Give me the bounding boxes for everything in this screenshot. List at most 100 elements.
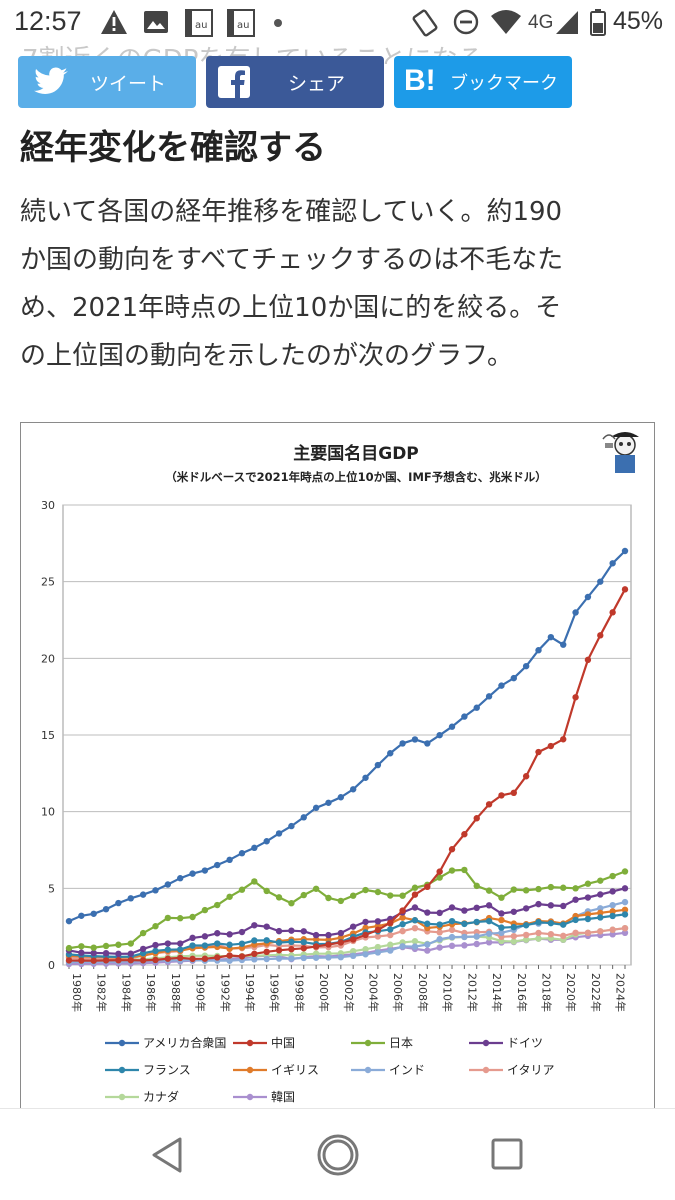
data-point [448,904,456,911]
legend-label: 日本 [389,1036,413,1050]
home-button[interactable] [316,1133,360,1181]
data-point [152,941,159,949]
data-point [473,704,480,711]
data-point [300,814,307,821]
data-point [609,872,616,880]
data-point [424,909,431,916]
series-line [68,868,626,950]
data-point [251,950,258,958]
data-point [214,901,221,909]
data-point [387,919,394,927]
data-point [115,950,122,958]
data-point [263,955,270,963]
data-point [189,934,196,942]
data-point [102,942,110,950]
data-point [263,838,270,845]
data-point [436,868,443,875]
data-point [510,886,517,893]
data-point [597,905,604,912]
data-point [597,891,604,898]
data-point [609,560,616,567]
data-point [90,957,97,964]
x-tick-label: 1984年 [119,973,133,1012]
data-point [560,932,567,940]
data-point [275,830,283,837]
data-point [78,949,85,956]
data-point [325,954,332,961]
legend-label: イタリア [507,1063,555,1077]
data-point [226,856,233,864]
data-point [621,906,629,913]
twitter-share-button[interactable]: ツイート [18,56,196,108]
legend-label: カナダ [143,1089,179,1104]
data-point [300,954,307,962]
data-point [90,949,97,957]
data-point [597,632,604,639]
data-point [522,887,530,894]
data-point [164,914,172,922]
status-bar: 12:57 au au 4G 45% [0,0,675,46]
series-中国 [65,586,629,964]
data-point [424,947,431,954]
data-point [572,916,579,924]
legend-item: 韓国 [233,1090,295,1104]
legend-label: イギリス [271,1063,319,1077]
data-point [424,920,431,927]
x-tick-label: 1996年 [268,973,282,1012]
data-point [362,924,369,932]
data-point [399,927,406,935]
facebook-share-button[interactable]: シェア [206,56,384,108]
data-point [201,867,209,874]
data-point [436,921,443,928]
data-point [201,942,209,949]
x-tick-label: 2012年 [465,973,479,1012]
data-point [572,609,579,616]
data-point [411,736,419,743]
data-point [152,923,159,930]
data-point [374,933,382,940]
data-point [597,914,604,921]
data-point [448,933,456,941]
data-point [411,938,419,945]
data-point [238,886,246,893]
paragraph-line: か国の動向をすべてチェックするのは不毛なた [20,245,564,275]
legend-marker [246,1093,254,1101]
x-tick-label: 2000年 [317,973,331,1012]
data-point [621,898,629,906]
series-line [68,927,626,962]
data-point [399,914,406,921]
hatena-bookmark-button[interactable]: B! ブックマーク [394,56,572,108]
dnd-icon [452,8,480,40]
data-point [164,881,172,888]
hatena-share-label: ブックマーク [450,73,558,94]
data-point [535,900,542,908]
signal-icon [554,8,580,40]
data-point [621,885,629,892]
data-point [424,941,431,948]
recent-apps-button[interactable] [490,1137,524,1175]
data-point [609,926,616,933]
data-point [214,940,221,947]
data-point [164,946,172,953]
data-point [263,887,270,895]
data-point [411,884,419,891]
legend-item: インド [351,1063,425,1077]
data-point [337,897,345,905]
back-button[interactable] [150,1135,184,1179]
gdp-chart-svg: 主要国名目GDP （米ドルベースで2021年時点の上位10か国、IMF予想含む、… [41,432,639,1104]
data-point [102,957,110,964]
legend-item: アメリカ合衆国 [105,1035,226,1050]
x-tick-label: 1992年 [218,973,232,1012]
data-point [387,926,394,933]
y-tick-label: 5 [48,882,55,895]
data-point [399,892,406,899]
data-point [387,931,394,939]
data-point [597,928,604,935]
network-type: 4G [528,12,554,33]
data-point [164,955,172,962]
data-point [312,936,320,943]
data-point [325,931,332,939]
series-line [68,588,626,962]
paragraph-line: 続いて各国の経年推移を確認していく。約190 [20,197,563,227]
data-point [387,941,394,948]
